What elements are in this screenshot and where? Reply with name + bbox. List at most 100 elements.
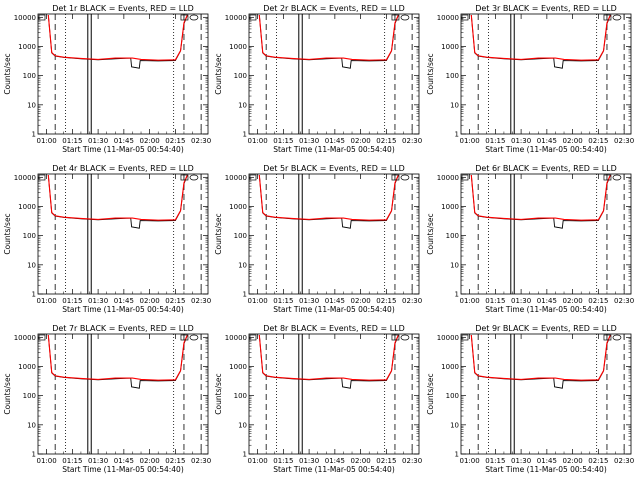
y-tick-label: 1000 [229,43,247,51]
series-lld-line [470,174,611,221]
y-axis-label: Counts/sec [3,213,12,254]
x-tick-label: 01:15 [485,137,505,145]
series-lld-line [258,14,399,61]
panel-title: Det 5r BLACK = Events, RED = LLD [263,164,405,173]
x-tick-label: 02:00 [140,137,160,145]
x-tick-label: 01:45 [114,457,134,465]
x-tick-label: 01:15 [273,457,293,465]
plot-content [249,14,413,134]
x-tick-label: 02:15 [588,457,608,465]
plot-frame [248,13,420,135]
corner-marker-right [391,174,400,181]
panel-3: Det 3r BLACK = Events, RED = LLD 1 10 100 10… [426,4,634,154]
y-axis-label: Counts/sec [214,373,223,414]
y-axis-label: Counts/sec [214,213,223,254]
y-tick-label: 100 [446,232,459,240]
y-tick-label: 1000 [441,43,459,51]
y-axis-label: Counts/sec [426,53,435,94]
series-lld-line [47,174,188,221]
x-tick-label: 01:30 [88,297,108,305]
panel-title: Det 1r BLACK = Events, RED = LLD [52,4,194,13]
x-tick-label: 01:15 [485,457,505,465]
x-tick-label: 02:15 [165,457,185,465]
corner-marker-oval [189,14,199,21]
y-tick-label: 10 [450,261,459,269]
x-axis-label: Start Time (11-Mar-05 00:54:40) [62,465,184,474]
corner-marker-left [461,14,469,21]
y-tick-label: 1 [32,451,36,459]
y-tick-label: 10 [27,421,36,429]
plot-content [249,174,413,294]
y-tick-label: 10 [238,101,247,109]
panel-6: Det 6r BLACK = Events, RED = LLD 1 10 100 10… [426,164,634,314]
corner-marker-left [461,334,469,341]
y-tick-label: 1 [243,451,247,459]
y-tick-label: 10000 [225,174,247,182]
corner-marker-oval [189,174,199,181]
x-tick-label: 01:00 [247,137,267,145]
panel-7: Det 7r BLACK = Events, RED = LLD 1 10 100 10… [3,324,211,474]
y-tick-label: 100 [234,392,247,400]
y-tick-label: 10 [27,261,36,269]
corner-marker-right [603,174,612,181]
x-tick-label: 01:30 [88,137,108,145]
x-tick-label: 02:15 [588,137,608,145]
y-tick-label: 10000 [225,14,247,22]
x-tick-label: 01:45 [325,457,345,465]
corner-marker-oval [189,334,199,341]
corner-marker-left [38,174,46,181]
series-lld-line [470,14,611,61]
y-axis-label: Counts/sec [214,53,223,94]
panel-title: Det 3r BLACK = Events, RED = LLD [475,4,617,13]
x-tick-label: 01:00 [36,297,56,305]
y-tick-label: 1000 [18,43,36,51]
x-axis-label: Start Time (11-Mar-05 00:54:40) [62,145,184,154]
corner-marker-left [249,334,257,341]
x-tick-label: 02:30 [614,297,634,305]
panel-title: Det 4r BLACK = Events, RED = LLD [52,164,194,173]
y-tick-label: 1000 [229,363,247,371]
series-lld-line [470,334,611,381]
series-lld-line [47,14,188,61]
panel-title: Det 9r BLACK = Events, RED = LLD [475,324,617,333]
x-tick-label: 02:00 [563,137,583,145]
y-tick-label: 100 [23,72,36,80]
x-axis-label: Start Time (11-Mar-05 00:54:40) [273,465,395,474]
x-tick-label: 01:00 [36,137,56,145]
y-tick-label: 10000 [14,14,36,22]
plot-frame [460,333,632,455]
x-tick-label: 02:15 [165,297,185,305]
y-tick-label: 100 [234,232,247,240]
x-tick-label: 02:15 [376,137,396,145]
panel-title: Det 2r BLACK = Events, RED = LLD [263,4,405,13]
y-tick-label: 1000 [229,203,247,211]
plot-frame [248,333,420,455]
y-tick-label: 10000 [437,334,459,342]
y-axis-label: Counts/sec [3,373,12,414]
plot-frame [37,13,209,135]
y-tick-label: 10 [238,261,247,269]
corner-marker-right [603,334,612,341]
series-lld-line [258,174,399,221]
corner-marker-right [603,14,612,21]
x-tick-label: 01:45 [537,457,557,465]
y-tick-label: 100 [23,232,36,240]
y-tick-label: 100 [23,392,36,400]
y-tick-label: 1 [455,131,459,139]
corner-marker-left [249,14,257,21]
plot-content [38,14,202,134]
y-tick-label: 100 [446,72,459,80]
x-axis-label: Start Time (11-Mar-05 00:54:40) [485,465,607,474]
x-tick-label: 01:45 [537,137,557,145]
y-tick-label: 1000 [18,363,36,371]
plot-content [38,334,202,454]
x-tick-label: 01:45 [325,137,345,145]
x-tick-label: 02:15 [165,137,185,145]
corner-marker-left [38,334,46,341]
x-tick-label: 01:15 [273,297,293,305]
x-tick-label: 01:15 [485,297,505,305]
corner-marker-right [391,334,400,341]
plot-content [461,334,625,454]
panel-8: Det 8r BLACK = Events, RED = LLD 1 10 100 10… [214,324,422,474]
